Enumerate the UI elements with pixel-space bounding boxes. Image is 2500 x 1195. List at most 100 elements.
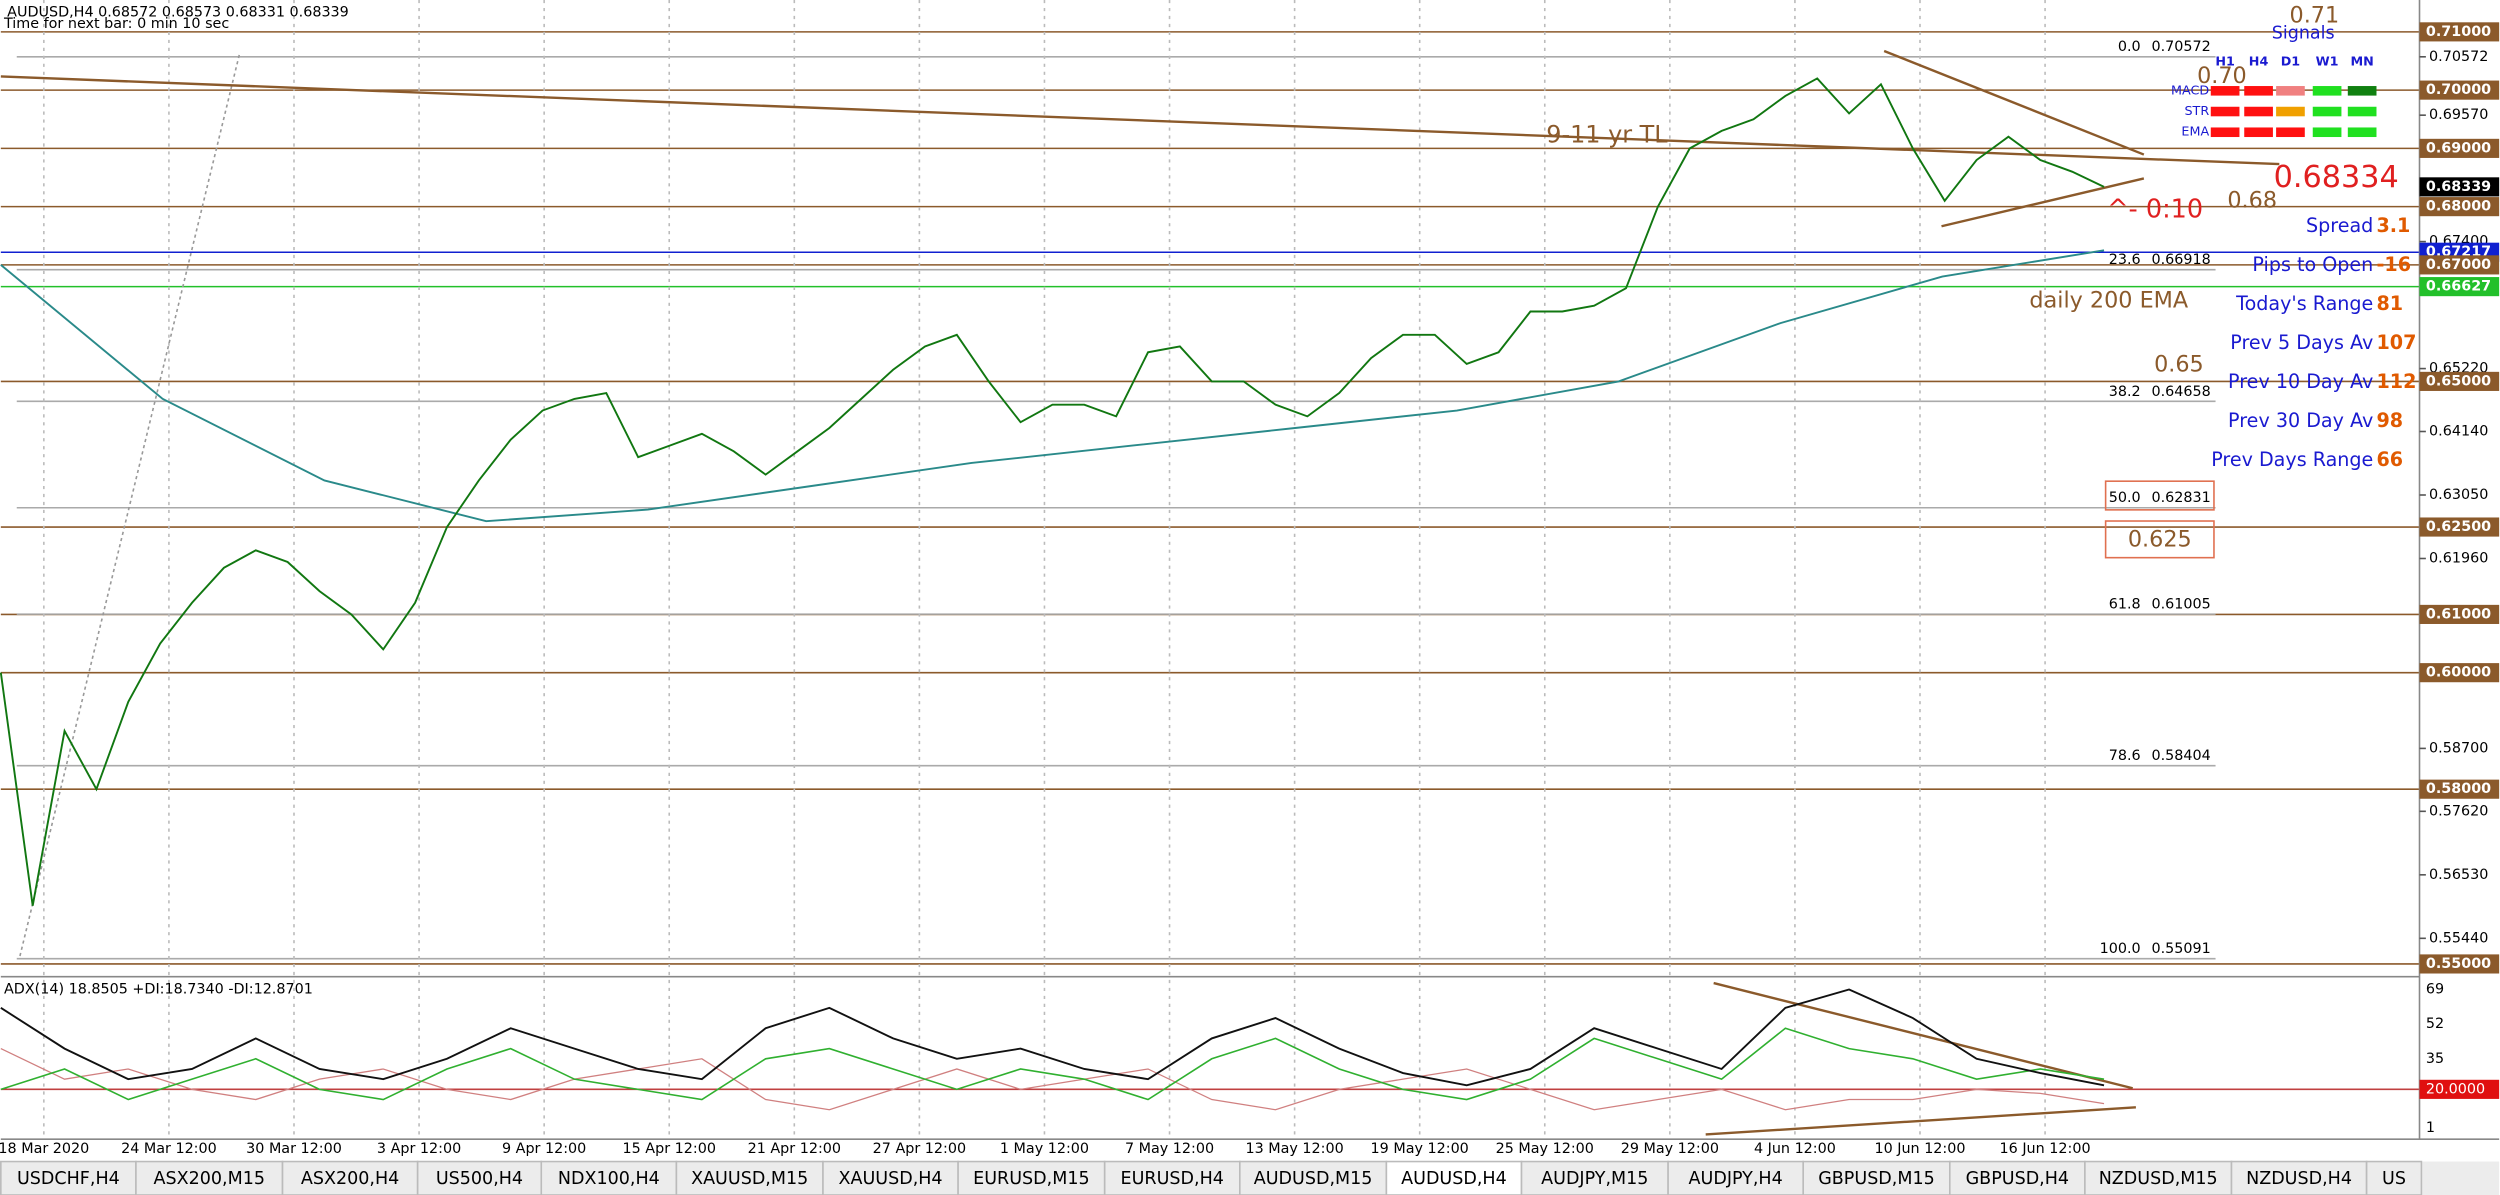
tab[interactable]: XAUUSD,M15 <box>675 1160 824 1195</box>
tab[interactable]: XAUUSD,H4 <box>822 1160 959 1195</box>
level-box <box>2419 277 2500 297</box>
tab-bg <box>416 1160 543 1195</box>
level-box <box>2104 520 2215 559</box>
fib-pct: 38.2 <box>2109 384 2141 400</box>
level-box <box>2419 255 2500 275</box>
fib-price: 0.70572 <box>2152 39 2211 55</box>
tab-label: AUDUSD,H4 <box>1401 1169 1507 1189</box>
date-label: 16 Jun 12:00 <box>2000 1141 2091 1157</box>
tab[interactable]: AUDJPY,H4 <box>1667 1160 1805 1195</box>
di-plus-line <box>0 1027 2105 1101</box>
date-label: 4 Jun 12:00 <box>1754 1141 1836 1157</box>
price-tick-label: 0.70572 <box>2429 49 2488 65</box>
annotation: 9-11 yr TL <box>1546 120 1668 148</box>
tab[interactable]: USDCHF,H4 <box>0 1160 137 1195</box>
level-label: 0.70000 <box>2426 82 2491 98</box>
adx-tick-label: 1 <box>2426 1120 2435 1136</box>
annotation: 0.625 <box>2128 527 2192 553</box>
level-label: 0.68339 <box>2426 179 2491 195</box>
price-tick-label: 0.58700 <box>2429 740 2488 756</box>
tab[interactable]: ASX200,M15 <box>135 1160 284 1195</box>
price-tick-label: 0.55440 <box>2429 930 2488 946</box>
info-value: 81 <box>2376 292 2403 315</box>
level-box <box>2419 22 2500 42</box>
level-box <box>2419 779 2500 799</box>
info-label: Prev 10 Day Av <box>2228 370 2373 393</box>
tab-bg <box>540 1160 678 1195</box>
signal-cell <box>2347 106 2377 117</box>
signal-column: MN <box>2350 55 2373 70</box>
tab[interactable]: GBPUSD,M15 <box>1802 1160 1951 1195</box>
tab[interactable]: AUDUSD,H4 <box>1385 1160 1523 1195</box>
level-box <box>2419 663 2500 683</box>
date-label: 1 May 12:00 <box>1000 1141 1089 1157</box>
info-value: 107 <box>2376 331 2416 354</box>
fib-box <box>2104 480 2215 511</box>
info-label: Prev 5 Days Av <box>2230 331 2373 354</box>
tab[interactable]: GBPUSD,H4 <box>1948 1160 2086 1195</box>
tab-label: EURUSD,M15 <box>973 1169 1089 1189</box>
level-box <box>2419 517 2500 537</box>
tab[interactable]: AUDUSD,M15 <box>1239 1160 1388 1195</box>
fib-pct: 100.0 <box>2100 941 2141 957</box>
fib-price: 0.55091 <box>2152 941 2211 957</box>
bid-price: 0.68334 <box>2274 160 2399 195</box>
level-label: 0.65000 <box>2426 373 2491 389</box>
fib-pct: 0.0 <box>2118 39 2141 55</box>
ema200-line <box>0 249 2105 523</box>
tab[interactable]: ASX200,H4 <box>281 1160 419 1195</box>
annotation: 0.70 <box>2197 63 2247 89</box>
price-tick-label: 0.63050 <box>2429 487 2488 503</box>
tab-label: GBPUSD,H4 <box>1966 1169 2069 1189</box>
date-label: 21 Apr 12:00 <box>748 1141 841 1157</box>
trend-line <box>0 75 2280 166</box>
level-box <box>2419 80 2500 100</box>
tab[interactable]: AUDJPY,M15 <box>1520 1160 1669 1195</box>
date-label: 9 Apr 12:00 <box>502 1141 586 1157</box>
tab-bg <box>0 1160 137 1195</box>
date-label: 24 Mar 12:00 <box>121 1141 217 1157</box>
level-box <box>2419 954 2500 974</box>
info-value: 112 <box>2376 370 2416 393</box>
tab-label: NZDUSD,M15 <box>2099 1169 2218 1189</box>
tab-label: USDCHF,H4 <box>17 1169 120 1189</box>
tab-bg <box>135 1160 284 1195</box>
adx-level-label: 20.0000 <box>2426 1081 2485 1097</box>
tab-bg <box>1667 1160 1805 1195</box>
tab-label: US500,H4 <box>436 1169 523 1189</box>
tab-label: ASX200,M15 <box>153 1169 265 1189</box>
tab[interactable]: US <box>2365 1160 2423 1195</box>
signal-column: H4 <box>2249 55 2269 70</box>
price-tick-label: 0.69570 <box>2429 107 2488 123</box>
tab-label: US <box>2382 1169 2406 1189</box>
level-label: 0.62500 <box>2426 519 2491 535</box>
signal-cell <box>2276 86 2305 96</box>
signal-cell <box>2312 106 2342 117</box>
tab-bg <box>1948 1160 2086 1195</box>
level-label: 0.58000 <box>2426 781 2491 797</box>
bar-timer: ^- 0:10 <box>2107 194 2203 224</box>
tab-bg <box>2084 1160 2233 1195</box>
tab[interactable]: NDX100,H4 <box>540 1160 678 1195</box>
tab[interactable]: US500,H4 <box>416 1160 543 1195</box>
tab[interactable]: NZDUSD,M15 <box>2084 1160 2233 1195</box>
diagonal <box>19 52 241 957</box>
date-label: 18 Mar 2020 <box>0 1141 89 1157</box>
timer-line: Time for next bar: 0 min 10 sec <box>3 16 229 32</box>
tab[interactable]: NZDUSD,H4 <box>2230 1160 2368 1195</box>
tab[interactable]: EURUSD,H4 <box>1103 1160 1241 1195</box>
triangle-upper <box>1883 49 2145 156</box>
price-tick-label: 0.57620 <box>2429 803 2488 819</box>
signal-cell <box>2312 86 2342 96</box>
symbol-line: AUDUSD,H4 0.68572 0.68573 0.68331 0.6833… <box>7 5 349 21</box>
level-label: 0.68000 <box>2426 199 2491 215</box>
date-label: 3 Apr 12:00 <box>377 1141 461 1157</box>
tab-bg <box>1802 1160 1951 1195</box>
signal-cell <box>2210 127 2240 138</box>
info-label: Prev Days Range <box>2211 448 2373 471</box>
tab-label: XAUUSD,M15 <box>691 1169 808 1189</box>
signal-cell <box>2276 127 2305 138</box>
tab[interactable]: EURUSD,M15 <box>957 1160 1106 1195</box>
